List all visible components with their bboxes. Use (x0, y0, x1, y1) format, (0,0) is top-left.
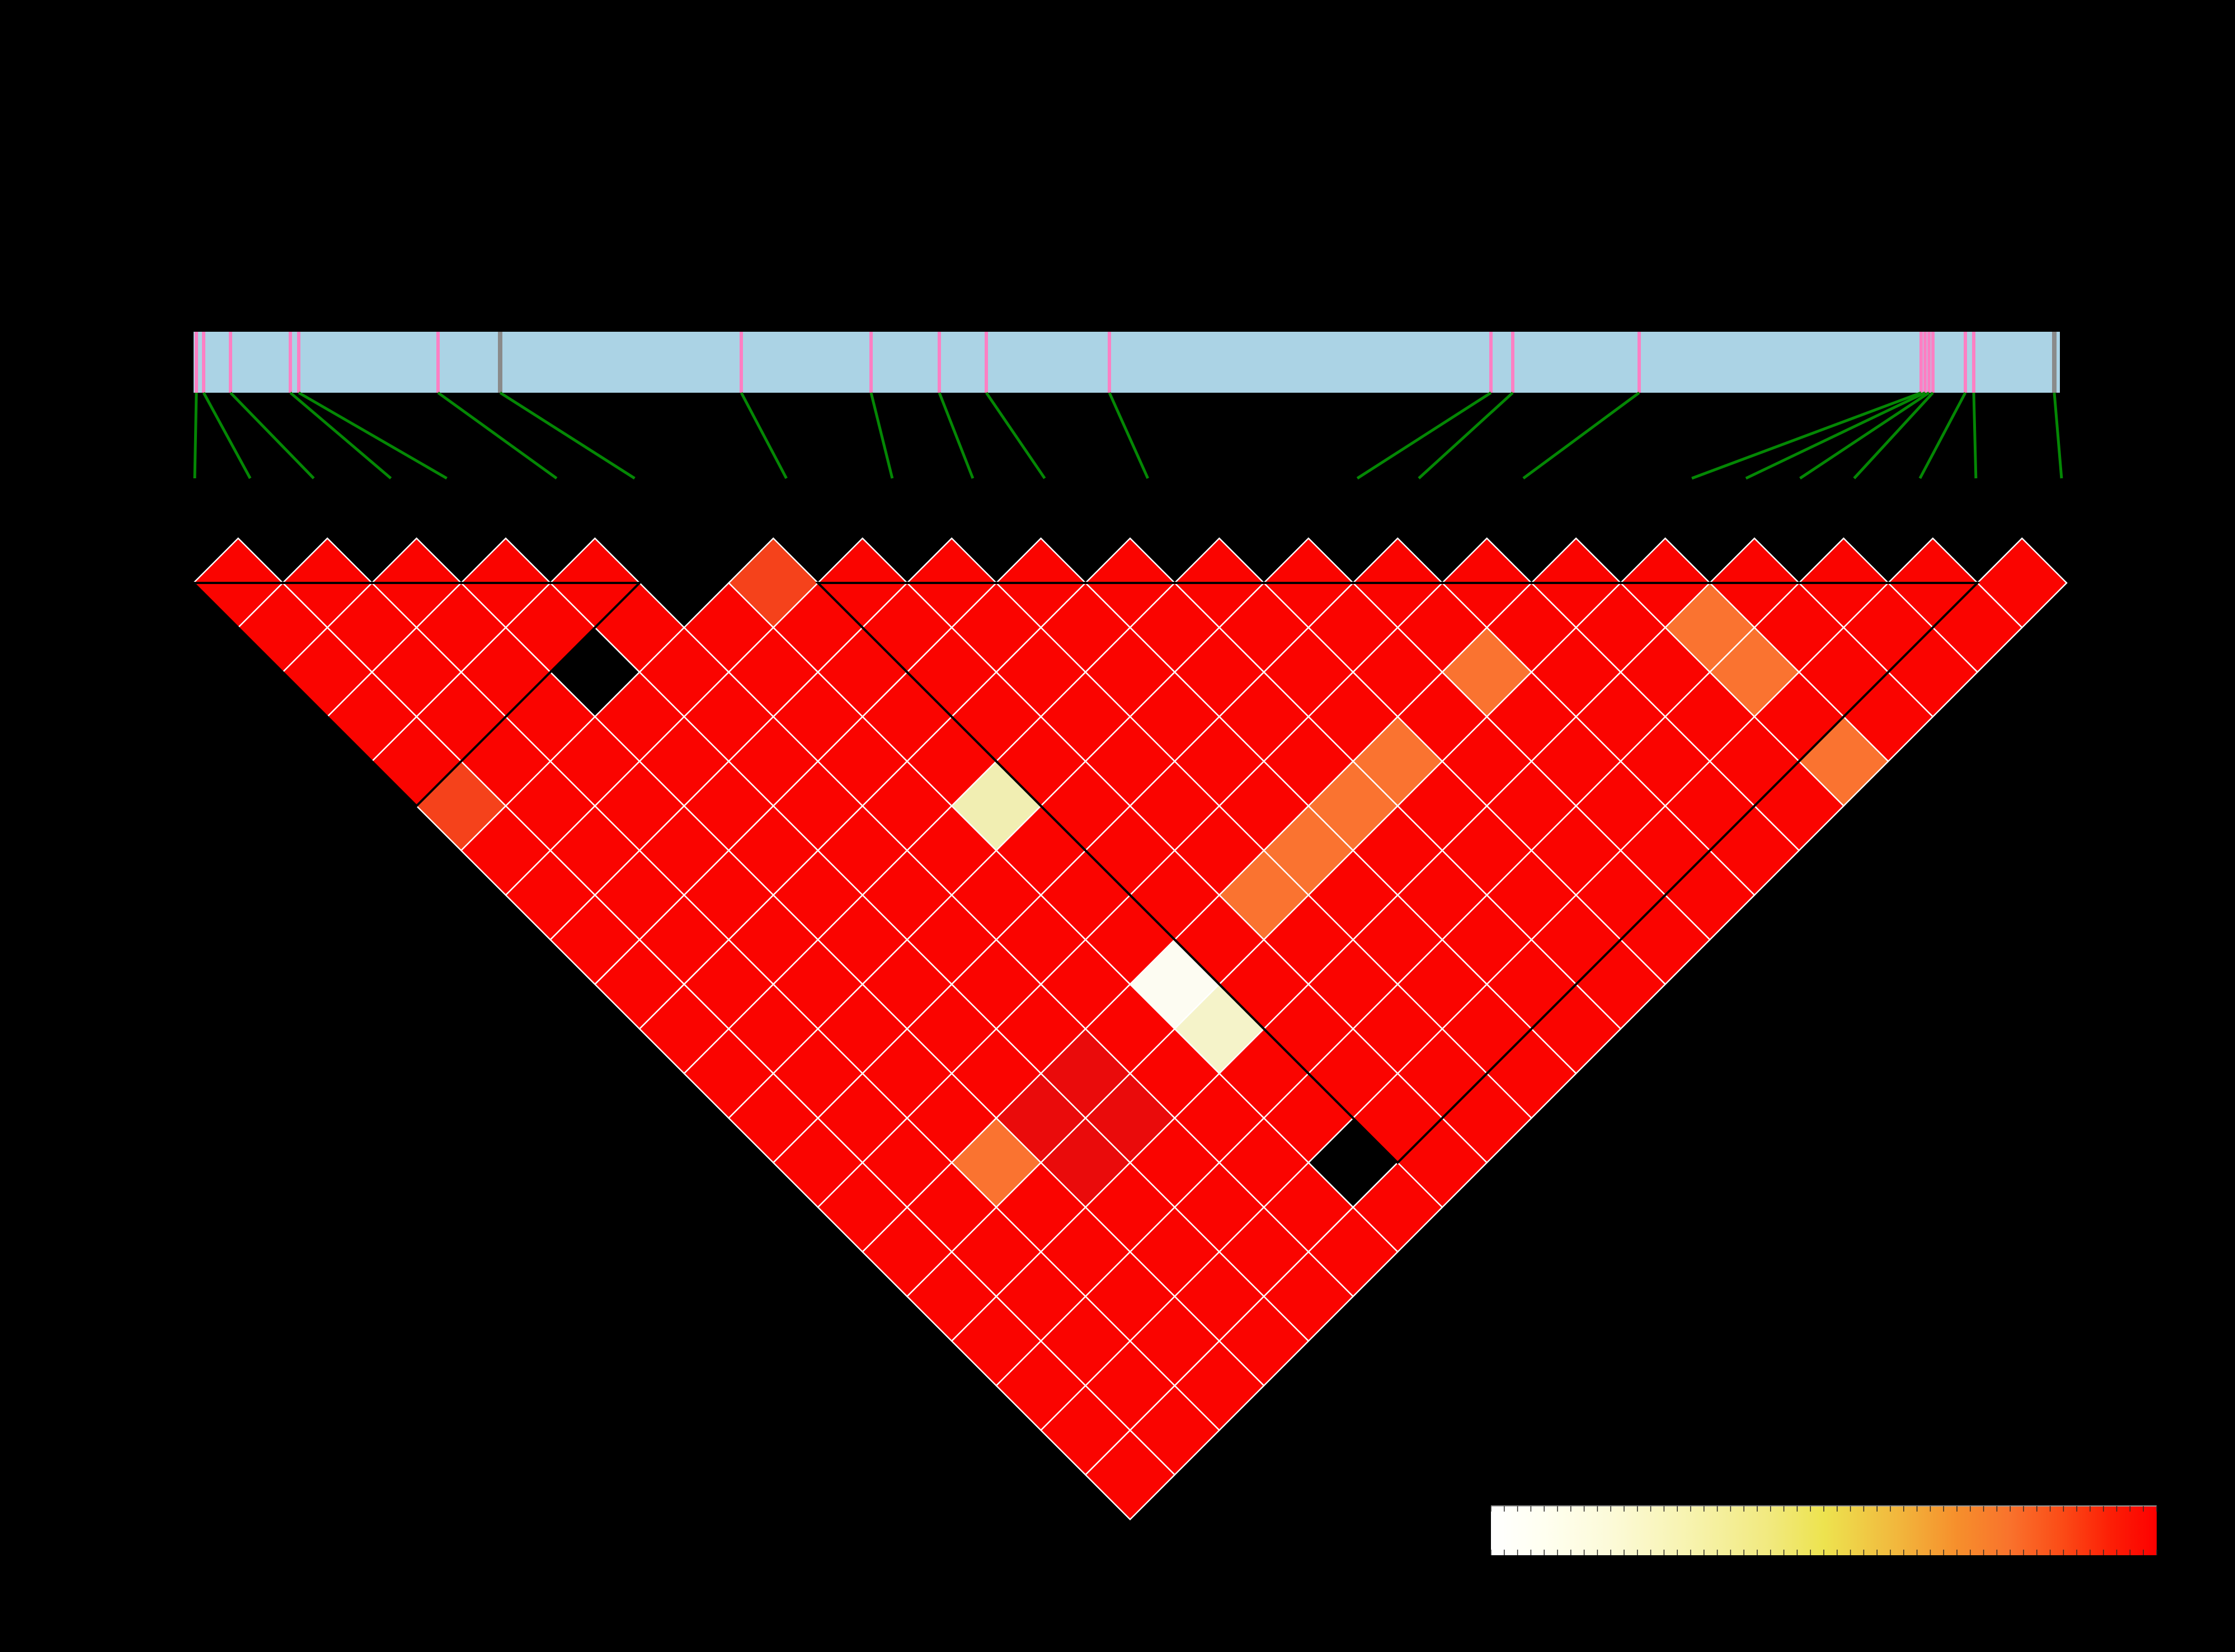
snp-connector-line (499, 391, 636, 480)
snp-connector-line (985, 392, 1046, 479)
snp-connector-line (740, 392, 788, 479)
ld-triangle (192, 537, 2068, 1521)
snp-connector-line (1799, 391, 1930, 480)
ld-cell (1084, 1429, 1176, 1521)
snp-connector-line (1418, 392, 1514, 479)
snp-connector-line (2053, 392, 2063, 479)
chromosome-bar (194, 332, 2060, 393)
snp-connector-line (202, 392, 252, 479)
snp-connector-line (1108, 392, 1149, 479)
genetic-map (193, 332, 2063, 480)
color-key-gradient-bar (1491, 1506, 2157, 1555)
snp-connector-line (1691, 391, 1922, 480)
snp-connector-line (193, 392, 198, 479)
snp-connector-line (1522, 391, 1640, 480)
snp-connector-line (298, 391, 448, 480)
snp-connector-line (289, 392, 392, 479)
haplotype-blocks (191, 582, 1980, 1165)
snp-connector-line (229, 392, 315, 479)
snp-connector-line (1853, 392, 1934, 479)
snp-connector-line (1745, 391, 1926, 480)
haplotype-block-outline (191, 582, 642, 808)
haplotype-block-outline (815, 582, 1980, 1165)
color-key (1490, 1505, 2157, 1555)
snp-connector-line (938, 392, 975, 479)
snp-connector-line (1356, 391, 1492, 480)
snp-connector-line (869, 392, 894, 479)
snp-connector-line (1918, 392, 1967, 479)
snp-connector-line (1972, 392, 1978, 479)
snp-connector-line (437, 391, 558, 480)
